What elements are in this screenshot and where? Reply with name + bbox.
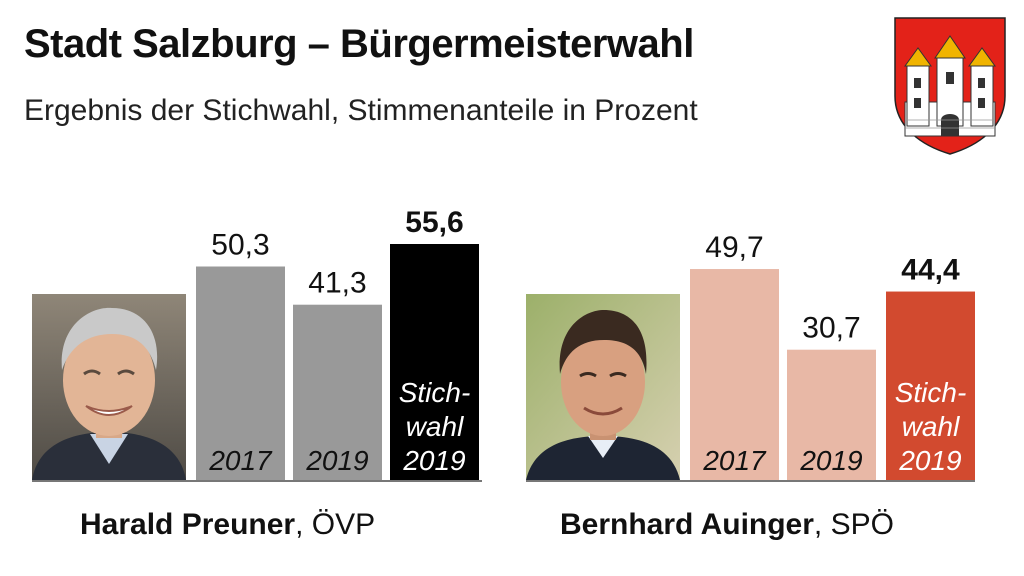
candidate-party: , ÖVP	[295, 508, 376, 541]
category-label: Stich-wahl 2019	[895, 377, 967, 476]
value-label: 44,4	[901, 254, 960, 287]
category-label: 2019	[799, 445, 862, 476]
salzburg-coat-of-arms-icon	[894, 17, 1006, 155]
value-label: 49,7	[705, 231, 763, 264]
bar-preuner-1	[293, 304, 382, 480]
chart-title: Stadt Salzburg – Bürgermeisterwahl	[24, 22, 694, 66]
bar-preuner-0	[196, 266, 285, 480]
candidate-name-auinger: Bernhard Auinger, SPÖ	[560, 508, 894, 542]
category-label: 2019	[305, 445, 368, 476]
value-label: 30,7	[802, 312, 860, 345]
category-label: 2017	[702, 445, 767, 476]
category-label: Stich-wahl 2019	[399, 377, 471, 476]
bar-auinger-2	[886, 291, 975, 480]
value-label: 50,3	[211, 228, 269, 261]
candidate-name: Bernhard Auinger	[560, 508, 814, 541]
bar-preuner-2	[390, 244, 479, 480]
candidate-name-preuner: Harald Preuner, ÖVP	[80, 508, 375, 542]
bar-auinger-1	[787, 349, 876, 480]
bar-auinger-0	[690, 269, 779, 480]
candidate-party: , SPÖ	[813, 508, 894, 541]
chart-subtitle: Ergebnis der Stichwahl, Stimmenanteile i…	[24, 94, 698, 127]
value-label: 41,3	[308, 267, 366, 300]
portrait-photo-auinger	[526, 294, 680, 480]
value-label: 55,6	[405, 206, 463, 239]
portrait-photo-preuner	[32, 294, 186, 480]
candidate-name: Harald Preuner	[80, 508, 296, 541]
category-label: 2017	[208, 445, 273, 476]
